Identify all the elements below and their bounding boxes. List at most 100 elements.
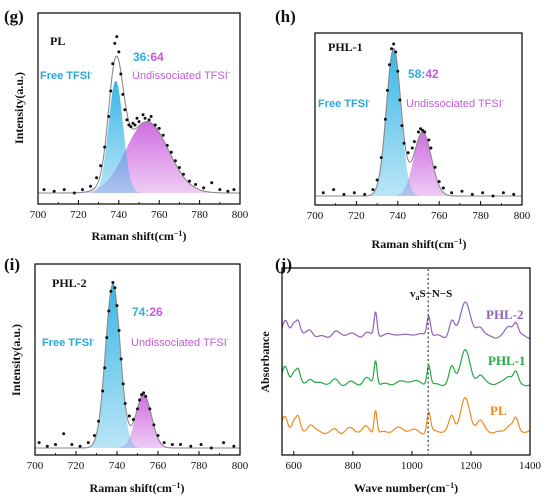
panel-h-sample-label: PHL-1 [328, 40, 363, 54]
panel-h-data-point [460, 189, 464, 193]
panel-g-ratio: 36:64 [133, 50, 164, 64]
panel-g-data-point [173, 159, 177, 163]
panel-i-data-point [199, 442, 203, 446]
panel-i-data-point [144, 394, 148, 398]
panel-i-data-point [97, 419, 101, 423]
panel-h: 700 720 740 760 780 800 PHL-1 58:42 Free TFSI… [307, 32, 531, 251]
panel-h-data-point [427, 138, 431, 142]
panel-j: 600 800 1000 1200 1400 vaS−N−S PHL-2 PHL-1 P… [258, 267, 542, 495]
panel-g-tick-label: 700 [30, 209, 47, 221]
panel-i-data-point [86, 441, 90, 445]
panel-g-ratio-sep: : [146, 50, 150, 64]
panel-i-data-point [189, 444, 193, 448]
panel-g-data-point [72, 191, 76, 195]
panel-g-data-point [129, 125, 133, 129]
panel-g-data-point [135, 116, 139, 120]
panel-h-data-point [429, 146, 433, 150]
panel-j-series-phl-1 [281, 349, 531, 387]
panel-h-data-point [388, 63, 392, 67]
panel-h-data-point [441, 186, 445, 190]
panel-j-ylabel: Absorbance [258, 331, 272, 393]
panel-h-data-point [402, 141, 406, 145]
panel-j-series-pl [281, 397, 531, 435]
panel-h-x-ticks: 700 720 740 760 780 800 [307, 201, 531, 222]
panel-i-data-point [156, 434, 160, 438]
panel-j-label-pl: PL [490, 403, 507, 418]
panel-g-data-point [226, 189, 230, 193]
panel-i-data-point [111, 280, 115, 284]
panel-letter-h: (h) [275, 7, 296, 26]
panel-g-data-point [111, 62, 115, 66]
panel-j-xlabel: Wave number(cm−1) [354, 481, 458, 495]
panel-h-data-point [396, 69, 400, 73]
panel-i-data-point [109, 289, 113, 293]
panel-i-data-point [142, 391, 146, 395]
panel-i-data-point [119, 357, 123, 361]
panel-g-data-point [143, 116, 147, 120]
panel-i-data-point [37, 441, 41, 445]
panel-g-data-point [153, 123, 157, 127]
panel-i-data-point [138, 398, 142, 402]
panel-letter-i: (i) [4, 255, 20, 274]
panel-g-data-point [157, 126, 161, 130]
panel-letter-j: (j) [275, 255, 292, 274]
panel-i: 700 720 740 760 780 800 PHL-2 74:26 Free TFSI… [9, 263, 249, 495]
panel-g-tick-label: 720 [70, 209, 87, 221]
panel-h-tick-label: 760 [431, 210, 448, 222]
panel-i-ratio-undis: 26 [149, 305, 163, 319]
panel-i-data-point [179, 442, 183, 446]
panel-i-data-point [162, 441, 166, 445]
panel-i-data-point [148, 407, 152, 411]
panel-i-data-point [105, 336, 109, 340]
panel-h-tick-label: 800 [514, 210, 531, 222]
panel-h-fit-line [315, 47, 522, 197]
panel-i-data-point [78, 444, 82, 448]
panel-h-tick-label: 740 [390, 210, 407, 222]
panel-letter-g: (g) [4, 7, 24, 26]
panel-g-data-point [127, 123, 131, 127]
panel-i-data-point [123, 402, 127, 405]
panel-g-tick-label: 760 [151, 209, 168, 221]
panel-h-data-point [400, 124, 404, 128]
panel-h-undis-label: Undissociated TFSI- [406, 98, 505, 110]
panel-h-data-point [417, 130, 420, 134]
panel-g-data-point [119, 72, 123, 76]
panel-h-data-point [437, 180, 441, 184]
panel-i-x-ticks: 700 720 740 760 780 800 [27, 451, 249, 472]
panel-g-data-point [121, 92, 125, 96]
panel-g-ylabel: Intensity(a.u.) [12, 72, 26, 144]
panel-g-data-point [232, 188, 236, 192]
panel-j-annotation: vaS−N−S [410, 288, 452, 302]
panel-g-data-point [202, 186, 206, 190]
panel-i-free-label: Free TFSI- [42, 337, 95, 349]
panel-h-xlabel: Raman shift(cm−1) [372, 237, 467, 251]
panel-i-data-point [70, 442, 74, 446]
panel-i-data-point [62, 432, 66, 436]
panel-h-data-point [406, 151, 410, 155]
panel-i-tick-label: 740 [109, 460, 126, 472]
panel-i-data-point [115, 304, 119, 308]
panel-g-data-point [42, 188, 46, 192]
panel-h-data-point [375, 178, 379, 182]
panel-i-data-point [152, 423, 156, 427]
panel-h-data-point [419, 127, 423, 131]
panel-i-data-point [127, 414, 131, 418]
panel-j-frame [281, 267, 531, 456]
panel-g-data-point [80, 188, 84, 192]
panel-h-data-point [342, 192, 346, 196]
panel-i-tick-label: 760 [150, 460, 167, 472]
panel-g-xlabel: Raman shift(cm−1) [92, 229, 187, 243]
panel-j-tick-label: 800 [345, 460, 362, 472]
panel-g-data-point [95, 176, 99, 180]
panel-i-peak-undissociated [112, 394, 175, 448]
panel-h-tick-label: 720 [348, 210, 365, 222]
panel-j-label-phl-2: PHL-2 [486, 307, 524, 322]
panel-i-data-point [140, 393, 144, 397]
panel-i-data-point [103, 366, 107, 370]
panel-h-data-point [383, 117, 387, 121]
panel-h-data-point [491, 194, 495, 198]
panel-i-data-point [222, 441, 226, 445]
panel-i-tick-label: 780 [191, 460, 208, 472]
panel-g-data-point [194, 183, 198, 186]
panel-h-data-point [501, 191, 505, 195]
